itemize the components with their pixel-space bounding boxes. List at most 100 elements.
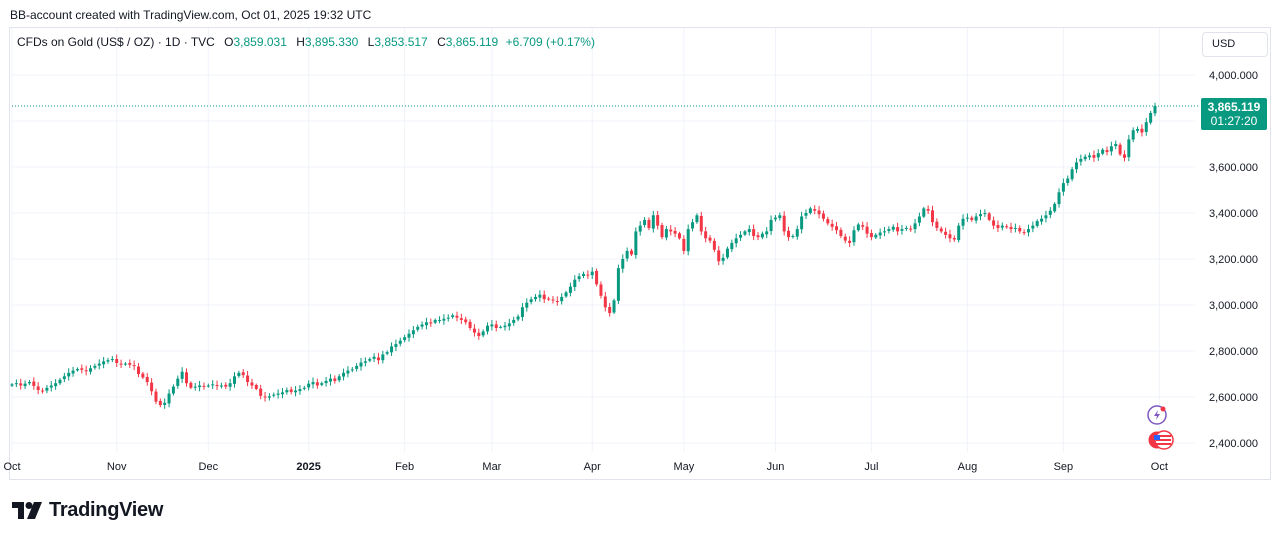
candle-body bbox=[896, 227, 900, 232]
candle bbox=[424, 317, 428, 330]
candle bbox=[1149, 110, 1153, 125]
candle-body bbox=[442, 318, 446, 321]
candle bbox=[1048, 207, 1052, 219]
candle-body bbox=[241, 372, 245, 376]
candle bbox=[71, 366, 75, 377]
candle bbox=[1140, 124, 1144, 137]
currency-button[interactable]: USD bbox=[1202, 32, 1268, 57]
candle bbox=[54, 379, 58, 390]
candle-body bbox=[27, 382, 31, 384]
candle-body bbox=[568, 286, 572, 293]
candle-body bbox=[603, 296, 607, 308]
candle bbox=[739, 231, 743, 242]
candle-body bbox=[23, 383, 27, 387]
candle bbox=[830, 219, 834, 231]
candle-body bbox=[32, 381, 36, 386]
price-tick-label: 2,400.000 bbox=[1209, 438, 1258, 450]
candle bbox=[14, 379, 18, 388]
candle bbox=[23, 380, 27, 390]
candle bbox=[123, 361, 127, 366]
candle bbox=[625, 247, 629, 262]
candle bbox=[368, 357, 372, 363]
candle-body bbox=[75, 368, 79, 371]
candle bbox=[385, 350, 389, 356]
candle bbox=[132, 360, 136, 371]
candle bbox=[1096, 149, 1100, 161]
candle-body bbox=[263, 396, 267, 398]
candle-body bbox=[664, 229, 668, 238]
candle bbox=[49, 381, 53, 392]
candle-body bbox=[219, 385, 223, 387]
candle bbox=[490, 319, 494, 331]
candle bbox=[996, 220, 1000, 233]
candle bbox=[1136, 126, 1140, 134]
candle-body bbox=[54, 383, 58, 387]
candle bbox=[41, 387, 45, 394]
candle-body bbox=[390, 346, 394, 353]
candle-body bbox=[529, 299, 533, 303]
candle-body bbox=[1053, 203, 1057, 212]
candle bbox=[180, 367, 184, 383]
candle-body bbox=[328, 378, 332, 382]
tradingview-logo[interactable]: TradingView bbox=[12, 499, 163, 522]
candle bbox=[747, 225, 751, 236]
candle bbox=[878, 228, 882, 240]
candle-body bbox=[691, 222, 695, 229]
candle-body bbox=[804, 213, 808, 216]
candle bbox=[36, 382, 40, 395]
candle-body bbox=[455, 315, 459, 318]
legend-symbol[interactable]: CFDs on Gold (US$ / OZ) · 1D · TVC bbox=[17, 35, 215, 49]
candle-body bbox=[150, 382, 154, 392]
candle bbox=[442, 314, 446, 325]
candle bbox=[1092, 150, 1096, 162]
candle bbox=[1074, 158, 1078, 174]
candle bbox=[89, 365, 93, 375]
candle-body bbox=[817, 210, 821, 215]
candle-body bbox=[385, 352, 389, 354]
candle bbox=[669, 225, 673, 236]
candle bbox=[1040, 215, 1044, 225]
candle bbox=[298, 385, 302, 395]
candle bbox=[1066, 175, 1070, 186]
candle-body bbox=[198, 385, 202, 388]
candle-body bbox=[560, 296, 564, 302]
candle-body bbox=[1040, 218, 1044, 222]
candle bbox=[756, 232, 760, 241]
candle-body bbox=[1057, 192, 1061, 205]
candle bbox=[800, 211, 804, 234]
candle bbox=[983, 209, 987, 217]
candle bbox=[1026, 224, 1030, 237]
candle bbox=[647, 217, 651, 231]
candle-body bbox=[499, 326, 503, 328]
candle bbox=[237, 370, 241, 378]
candle bbox=[420, 321, 424, 330]
candle bbox=[150, 378, 154, 396]
candle-body bbox=[669, 229, 673, 232]
candle bbox=[643, 217, 647, 228]
candle-body bbox=[839, 229, 843, 236]
candle-body bbox=[132, 365, 136, 367]
candle bbox=[67, 368, 71, 381]
candle bbox=[206, 383, 210, 388]
candle bbox=[1083, 154, 1087, 162]
candle bbox=[616, 264, 620, 305]
candle bbox=[1035, 219, 1039, 228]
candle-body bbox=[660, 225, 664, 238]
candle bbox=[189, 381, 193, 390]
candle bbox=[852, 226, 856, 246]
candle-body bbox=[813, 209, 817, 211]
candle-body bbox=[551, 299, 555, 301]
candle bbox=[525, 298, 529, 312]
price-tick-label: 3,600.000 bbox=[1209, 162, 1258, 174]
candle-body bbox=[342, 372, 346, 377]
time-tick-label: May bbox=[673, 461, 694, 473]
candle-body bbox=[931, 210, 935, 223]
candle bbox=[926, 205, 930, 215]
candle-body bbox=[555, 301, 559, 303]
time-tick-label: Nov bbox=[107, 461, 127, 473]
candle-body bbox=[416, 326, 420, 330]
candle bbox=[459, 313, 463, 324]
candle-body bbox=[787, 230, 791, 238]
price-tick-label: 3,200.000 bbox=[1209, 254, 1258, 266]
